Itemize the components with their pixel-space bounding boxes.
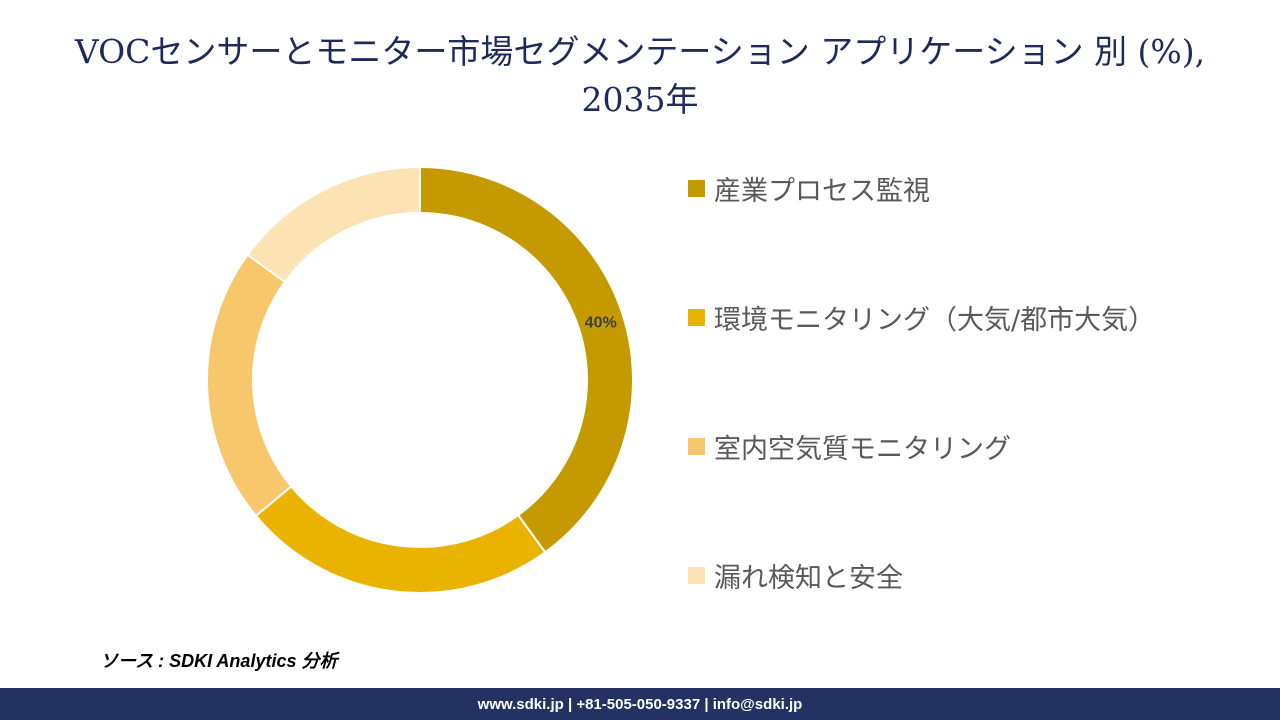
footer-bar: www.sdki.jp | +81-505-050-9337 | info@sd…: [0, 688, 1280, 720]
donut-chart: 40%: [206, 165, 634, 594]
donut-slice: [206, 253, 293, 518]
legend-swatch: [688, 566, 705, 584]
legend-swatch: [688, 179, 705, 197]
legend: 産業プロセス監視 環境モニタリング（大気/都市大気） 室内空気質モニタリング 漏…: [688, 160, 1155, 676]
legend-item: 室内空気質モニタリング: [688, 418, 1155, 474]
donut-slice: [254, 485, 547, 594]
legend-item: 環境モニタリング（大気/都市大気）: [688, 289, 1155, 345]
donut-slice: [246, 165, 421, 284]
source-note: ソース : SDKI Analytics 分析: [100, 651, 338, 671]
chart-title: VOCセンサーとモニター市場セグメンテーション アプリケーション 別 (%), …: [74, 32, 1206, 119]
slice-data-label: 40%: [585, 314, 617, 331]
donut-slice: [419, 165, 634, 554]
legend-item: 産業プロセス監視: [688, 160, 1155, 216]
legend-swatch: [688, 437, 705, 455]
legend-label: 環境モニタリング（大気/都市大気）: [714, 304, 1156, 336]
legend-item: 漏れ検知と安全: [688, 547, 1155, 603]
legend-swatch: [688, 308, 705, 326]
legend-label: 漏れ検知と安全: [714, 562, 903, 594]
legend-label: 室内空気質モニタリング: [714, 433, 1011, 465]
legend-label: 産業プロセス監視: [714, 175, 930, 207]
footer-contact: www.sdki.jp | +81-505-050-9337 | info@sd…: [477, 695, 803, 713]
